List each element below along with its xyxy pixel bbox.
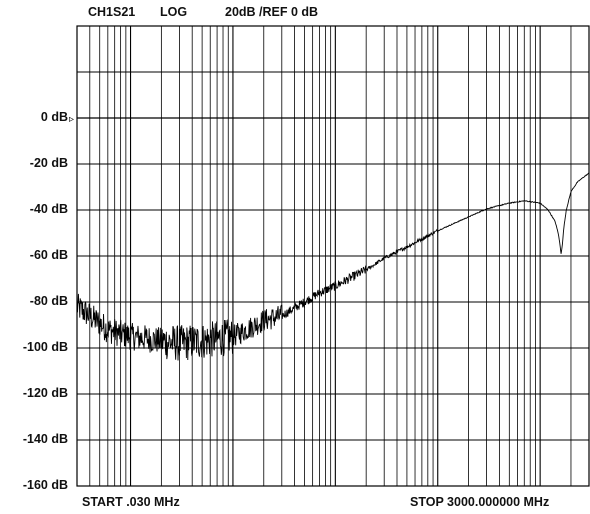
y-tick-label: -100 dB	[22, 340, 68, 354]
reference-marker: ▹	[69, 114, 74, 125]
channel-label: CH1	[88, 5, 114, 19]
y-tick-label: -160 dB	[22, 478, 68, 492]
parameter-label: S21	[113, 5, 136, 19]
y-tick-label: -120 dB	[22, 386, 68, 400]
s21-trace	[76, 172, 590, 361]
y-tick-label: -60 dB	[29, 248, 68, 262]
y-tick-label: 0 dB	[40, 110, 68, 124]
format-label: LOG	[160, 5, 188, 19]
y-tick-label: -140 dB	[22, 432, 68, 446]
plot-frame	[76, 25, 590, 487]
y-tick-label: -40 dB	[29, 202, 68, 216]
stop-frequency: STOP 3000.000000 MHz	[410, 495, 550, 509]
y-tick-label: -20 dB	[29, 156, 68, 170]
scale-label: 20dB /REF 0 dB	[225, 5, 319, 19]
y-tick-label: -80 dB	[29, 294, 68, 308]
start-frequency: START .030 MHz	[82, 495, 180, 509]
grid	[76, 25, 590, 487]
